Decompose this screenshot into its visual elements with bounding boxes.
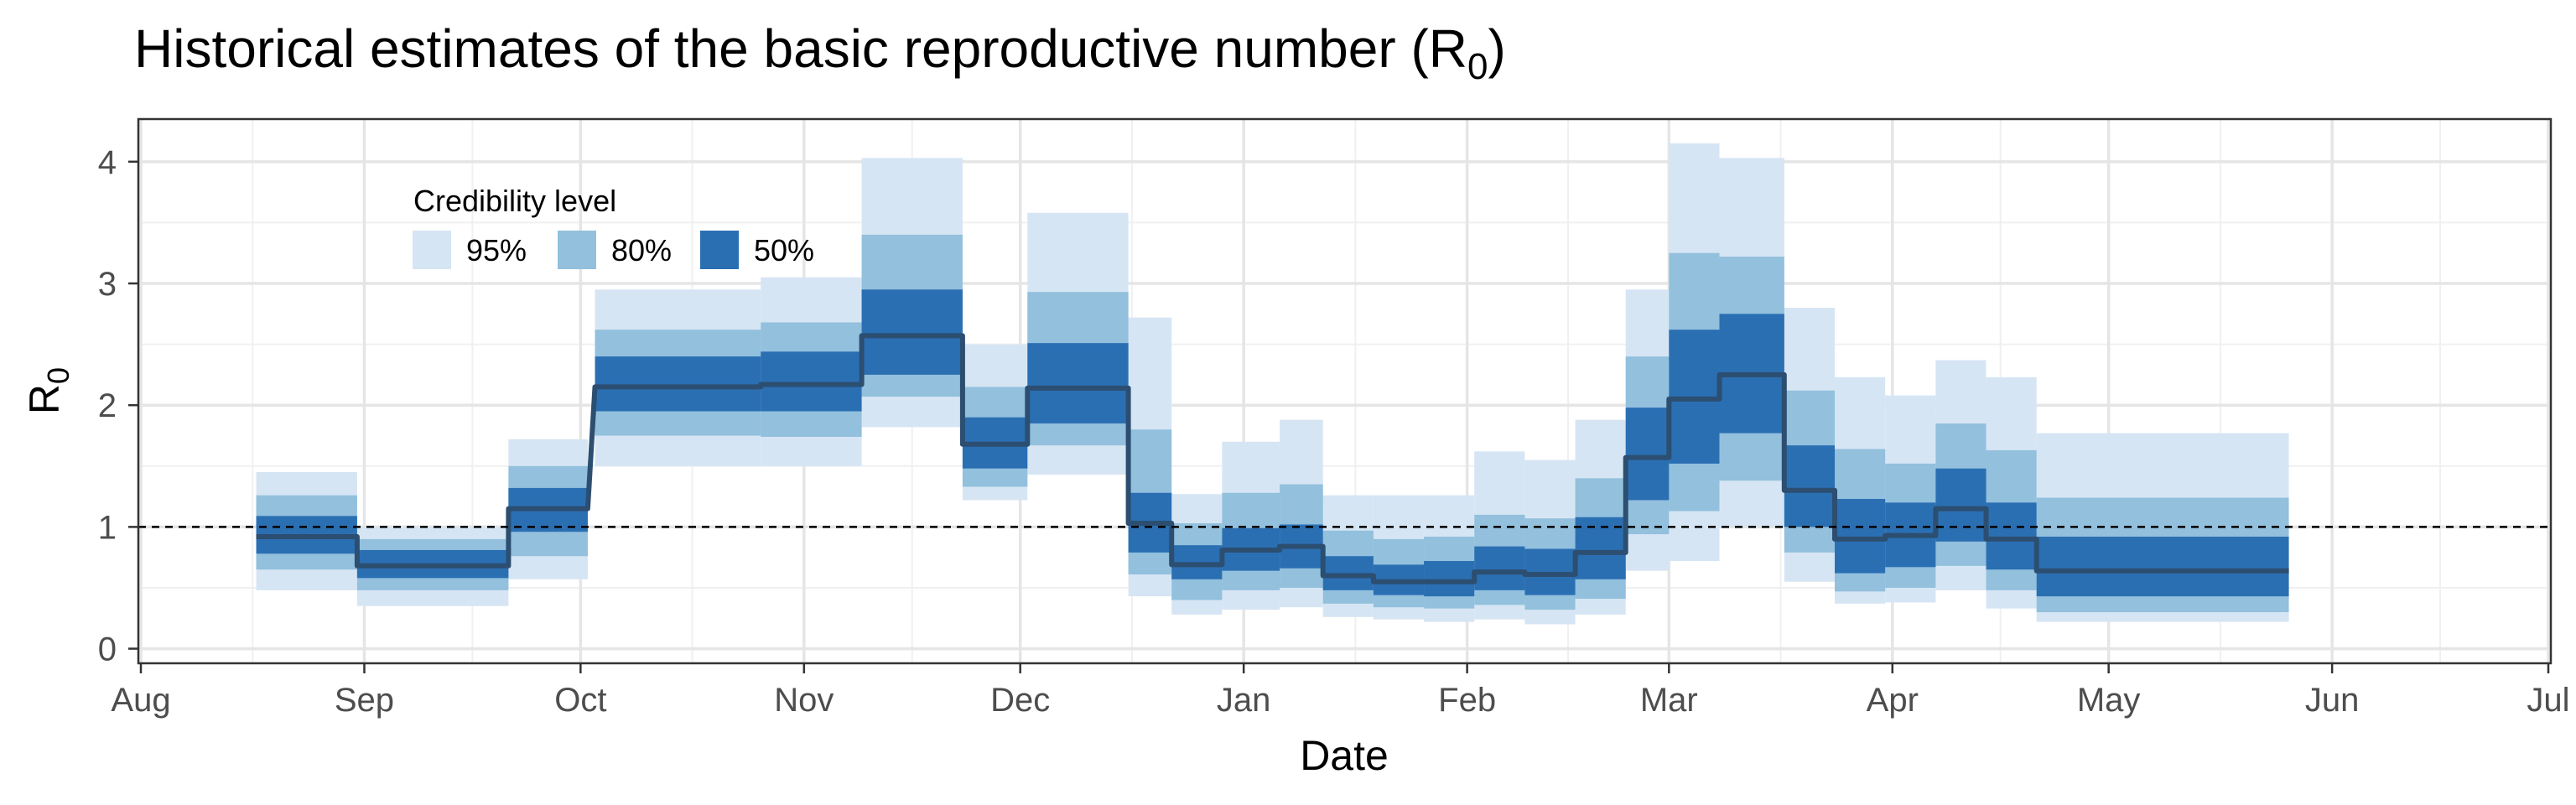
chart-title-subscript: 0 [1467,46,1488,87]
x-tick-label: Feb [1438,682,1496,719]
y-axis-title-subscript: 0 [41,367,75,384]
x-tick-label: Apr [1867,682,1919,719]
y-tick-label: 3 [98,266,117,303]
chart-title-main: Historical estimates of the basic reprod… [134,18,1467,79]
band-50 [595,356,761,412]
chart-title: Historical estimates of the basic reprod… [134,18,1506,87]
x-tick-label: Jun [2305,682,2360,719]
legend: Credibility level 95% 80% 50% [413,184,814,269]
band-50 [1784,445,1836,527]
band-50 [1474,546,1525,590]
x-axis: Aug Sep Oct Nov Dec Jan Feb Mar Apr May Jun Jul [111,663,2570,719]
band-50 [1625,408,1670,501]
band-50 [2036,537,2289,597]
x-axis-title: Date [1300,732,1389,779]
band-50 [1986,502,2037,570]
y-axis-title-main: R [21,384,68,414]
band-50 [1935,468,1987,542]
chart-title-end: ) [1488,18,1505,79]
x-tick-label: Jan [1217,682,1271,719]
legend-title: Credibility level [413,184,616,218]
band-50 [861,289,963,375]
x-tick-label: Dec [990,682,1050,719]
x-tick-label: Mar [1640,682,1698,719]
x-tick-label: Aug [111,682,170,719]
x-tick-label: Oct [554,682,606,719]
legend-swatch-50 [700,231,739,269]
y-axis-title: R0 [21,367,75,414]
x-tick-label: May [2077,682,2141,719]
y-tick-label: 4 [98,144,117,181]
median-line-group [256,333,2289,584]
x-tick-label: Jul [2527,682,2569,719]
legend-label-95: 95% [466,233,527,267]
legend-label-50: 50% [754,233,814,267]
median-line [256,333,2289,584]
band-50 [761,351,862,412]
band-50 [1424,561,1475,597]
y-tick-label: 0 [98,631,117,668]
x-tick-label: Sep [335,682,394,719]
y-tick-label: 2 [98,387,117,424]
plot-border [137,117,2553,665]
band-50 [1835,498,1886,574]
y-axis: 0 1 2 3 4 [98,144,138,668]
legend-swatch-95 [413,231,451,269]
legend-label-80: 80% [611,233,672,267]
x-tick-label: Nov [774,682,834,719]
y-tick-label: 1 [98,509,117,546]
legend-swatch-80 [558,231,596,269]
band-50 [1027,343,1129,423]
